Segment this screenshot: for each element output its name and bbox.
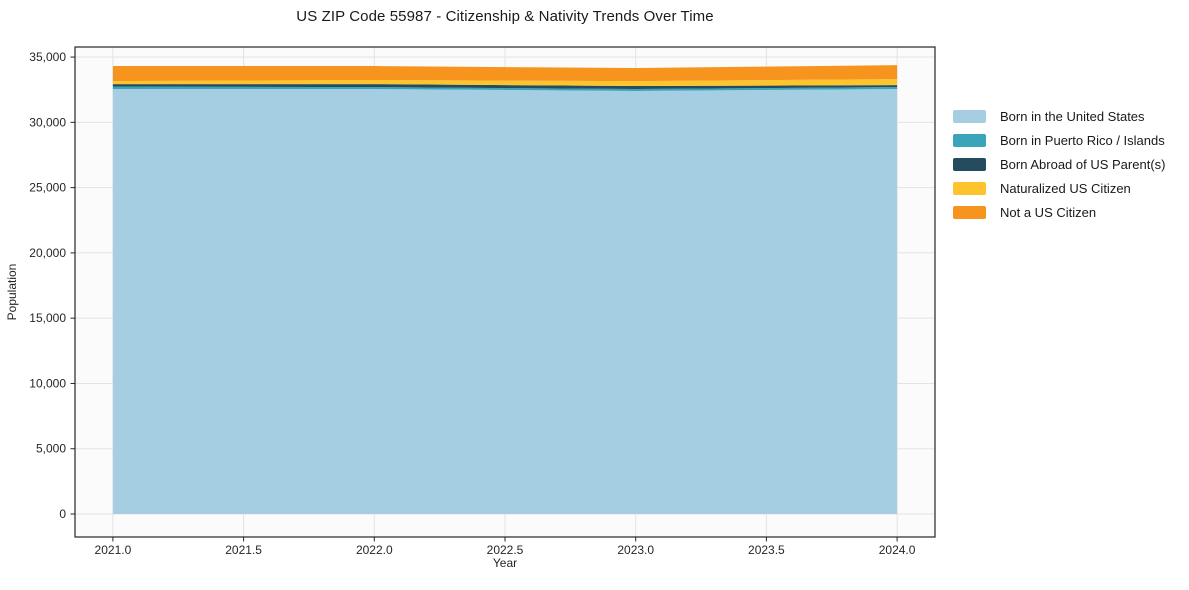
y-axis-label: Population	[5, 263, 19, 321]
legend-swatch-icon	[953, 157, 986, 171]
area-born-in-the-united-states	[112, 89, 898, 515]
x-tick-label: 2023.0	[617, 543, 654, 557]
legend-swatch-icon	[953, 109, 986, 123]
y-tick-label: 10,000	[29, 376, 66, 390]
y-tick-label: 5,000	[36, 442, 66, 456]
legend-label: Not a US Citizen	[1000, 204, 1097, 220]
area-not-a-us-citizen	[112, 65, 898, 82]
x-axis-label: Year	[492, 556, 518, 570]
chart-title: US ZIP Code 55987 - Citizenship & Nativi…	[296, 8, 714, 25]
area-naturalized-us-citizen	[112, 79, 898, 87]
legend-label: Born in Puerto Rico / Islands	[1000, 132, 1165, 148]
y-tick-label: 25,000	[29, 181, 66, 195]
y-tick-label: 30,000	[29, 115, 66, 129]
y-tick-label: 0	[59, 507, 66, 521]
x-tick-label: 2021.5	[225, 543, 262, 557]
legend-label: Born in the United States	[1000, 108, 1145, 124]
area-born-in-puerto-rico-islands	[112, 86, 898, 91]
legend-item-born-in-puerto-rico-islands: Born in Puerto Rico / Islands	[953, 128, 1165, 152]
y-tick-label: 20,000	[29, 246, 66, 260]
area-born-abroad-of-us-parent-s	[112, 84, 898, 90]
x-tick-label: 2024.0	[879, 543, 916, 557]
legend-item-naturalized-us-citizen: Naturalized US Citizen	[953, 176, 1165, 200]
legend-swatch-icon	[953, 181, 986, 195]
x-tick-label: 2022.5	[487, 543, 524, 557]
legend-swatch-icon	[953, 205, 986, 219]
legend-label: Born Abroad of US Parent(s)	[1000, 156, 1166, 172]
legend-item-born-abroad-of-us-parent-s: Born Abroad of US Parent(s)	[953, 152, 1165, 176]
legend-swatch-icon	[953, 133, 986, 147]
x-tick-label: 2023.5	[748, 543, 785, 557]
legend-item-born-in-the-united-states: Born in the United States	[953, 104, 1165, 128]
x-tick-label: 2022.0	[356, 543, 393, 557]
legend-label: Naturalized US Citizen	[1000, 180, 1131, 196]
y-tick-label: 35,000	[29, 50, 66, 64]
legend-item-not-a-us-citizen: Not a US Citizen	[953, 200, 1165, 224]
legend: Born in the United States Born in Puerto …	[953, 104, 1165, 224]
y-tick-label: 15,000	[29, 311, 66, 325]
x-tick-label: 2021.0	[95, 543, 132, 557]
